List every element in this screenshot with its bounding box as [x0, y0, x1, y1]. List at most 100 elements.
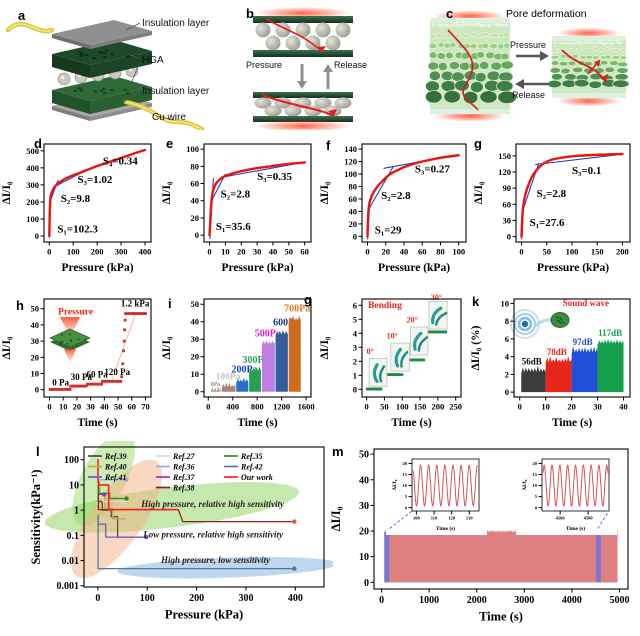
svg-text:40: 40 [269, 247, 278, 257]
svg-text:Our work: Our work [241, 473, 273, 482]
panel-c-label: c [446, 6, 454, 21]
svg-text:400: 400 [26, 163, 39, 173]
svg-text:10: 10 [533, 483, 538, 488]
svg-text:20: 20 [403, 461, 408, 466]
svg-text:200: 200 [189, 593, 204, 604]
svg-text:4580: 4580 [584, 516, 594, 521]
pore-deformation-title: Pore deformation [506, 8, 587, 20]
svg-text:20: 20 [359, 527, 369, 538]
panel-k: 56dB 78dB 97dB 117dB 0 10 20 30 40 0 2 4 6 8 10 Time (s… [468, 287, 640, 439]
svg-text:400: 400 [288, 593, 303, 604]
svg-text:20: 20 [567, 402, 576, 412]
svg-text:60: 60 [349, 194, 358, 204]
svg-text:150: 150 [414, 402, 427, 412]
svg-text:S₁=27.6: S₁=27.6 [530, 217, 565, 229]
panel-e: 0 10 20 30 40 50 60 0 20 40 60 80 100 Pressure (kPa) Δ… [160, 132, 320, 284]
svg-text:S₃=1.02: S₃=1.02 [78, 174, 113, 186]
panel-c: Pore deformation Pressure Release [420, 2, 640, 130]
svg-text:1: 1 [353, 370, 357, 380]
svg-text:0: 0 [353, 384, 357, 394]
svg-text:10: 10 [541, 402, 550, 412]
svg-text:ΔI/I₀: ΔI/I₀ [329, 506, 343, 531]
svg-text:20: 20 [237, 247, 246, 257]
svg-text:70: 70 [141, 402, 150, 412]
sensitivity-curve-chart-e: 0 10 20 30 40 50 60 0 20 40 60 80 100 Pressure (kPa) Δ… [161, 143, 312, 274]
svg-text:50: 50 [191, 299, 200, 309]
svg-text:120 Pa: 120 Pa [104, 367, 130, 377]
sensitivity-curve-chart-d: 0 100 200 300 400 0 100 200 300 400 500 Pressure (k… [1, 143, 152, 274]
svg-text:15: 15 [403, 472, 408, 477]
svg-text:0: 0 [47, 247, 51, 257]
svg-text:80: 80 [436, 247, 445, 257]
svg-text:ΔI/I₀: ΔI/I₀ [1, 336, 13, 359]
svg-text:0.1: 0.1 [67, 531, 80, 542]
svg-text:200: 200 [616, 247, 629, 257]
svg-text:200: 200 [91, 247, 104, 257]
svg-text:40: 40 [31, 320, 40, 330]
svg-text:Time (s): Time (s) [391, 417, 432, 429]
pressure-label-b: Pressure [246, 60, 283, 70]
svg-text:0 Pa: 0 Pa [52, 377, 69, 387]
svg-text:0Pa: 0Pa [211, 382, 221, 388]
svg-text:0°: 0° [367, 347, 374, 356]
svg-text:ΔI/I₀: ΔI/I₀ [522, 479, 528, 490]
svg-text:10: 10 [221, 247, 230, 257]
svg-text:500: 500 [26, 146, 39, 156]
svg-text:Time (s): Time (s) [237, 417, 278, 429]
svg-text:4: 4 [353, 328, 358, 338]
pore-deformation-illustration [425, 10, 630, 122]
svg-text:100: 100 [452, 247, 465, 257]
hga-label: HGA [142, 55, 164, 66]
svg-text:0: 0 [507, 232, 511, 242]
svg-text:Pressure (kPa): Pressure (kPa) [165, 608, 243, 622]
release-label-b: Release [334, 60, 368, 70]
svg-text:20: 20 [191, 213, 200, 223]
svg-text:S₃=0.35: S₃=0.35 [257, 171, 292, 183]
svg-text:0: 0 [35, 385, 39, 395]
svg-text:3: 3 [353, 342, 357, 352]
svg-text:200Pa: 200Pa [232, 365, 258, 376]
svg-text:30: 30 [86, 402, 95, 412]
panel-m-label: m [332, 444, 344, 459]
svg-text:S₁=35.6: S₁=35.6 [216, 221, 251, 233]
svg-text:60 Pa: 60 Pa [87, 370, 109, 380]
svg-text:56dB: 56dB [522, 357, 542, 367]
svg-text:5: 5 [405, 494, 408, 499]
bending-step-chart: 0° 10° 20° 30° 0 50 100 150 200 250 0 1 2 3 4 5 6 Time (s… [319, 293, 462, 429]
svg-text:S₃=0.27: S₃=0.27 [415, 164, 450, 176]
svg-text:Time (s): Time (s) [479, 610, 523, 624]
svg-text:300: 300 [238, 593, 253, 604]
svg-text:130: 130 [466, 516, 474, 521]
svg-text:0: 0 [47, 402, 51, 412]
svg-text:60: 60 [503, 199, 512, 209]
panel-j-label: g [304, 292, 312, 307]
svg-text:20: 20 [349, 219, 358, 229]
svg-text:Ref.42: Ref.42 [240, 463, 263, 472]
svg-text:0: 0 [405, 505, 408, 510]
svg-text:Pressure (kPa): Pressure (kPa) [61, 262, 133, 274]
svg-text:0.01: 0.01 [62, 556, 80, 567]
svg-text:97dB: 97dB [573, 337, 593, 347]
panel-l: 0 100 200 300 400 0.001 0.01 0.1 1 10 100 Pressure … [28, 441, 333, 635]
svg-text:ΔI/I₀: ΔI/I₀ [161, 181, 173, 204]
svg-text:100: 100 [413, 516, 421, 521]
panel-d: 0 100 200 300 400 0 100 200 300 400 500 Pressure (k… [0, 132, 160, 284]
panel-f: 0 20 40 60 80 100 0 20 40 60 80 100 120 140 Pressure (… [318, 132, 473, 284]
svg-text:10: 10 [359, 552, 369, 563]
svg-text:100: 100 [67, 247, 80, 257]
svg-text:10: 10 [191, 369, 200, 379]
svg-text:10: 10 [403, 483, 408, 488]
svg-text:S₂=2.8: S₂=2.8 [381, 190, 411, 202]
svg-text:S₃=0.1: S₃=0.1 [572, 165, 601, 177]
svg-text:1.2 kPa: 1.2 kPa [121, 298, 150, 308]
svg-text:Time (s): Time (s) [566, 525, 585, 532]
panel-g: 0 50 100 150 200 0 30 60 90 120 150 Pressure (kPa) Δ… [470, 132, 640, 284]
svg-text:0: 0 [206, 402, 210, 412]
svg-text:ΔI/I₀: ΔI/I₀ [392, 479, 398, 490]
svg-text:120: 120 [498, 167, 511, 177]
svg-text:40: 40 [400, 247, 409, 257]
svg-text:6: 6 [505, 334, 509, 344]
svg-text:8: 8 [505, 316, 509, 326]
svg-text:40: 40 [619, 402, 628, 412]
